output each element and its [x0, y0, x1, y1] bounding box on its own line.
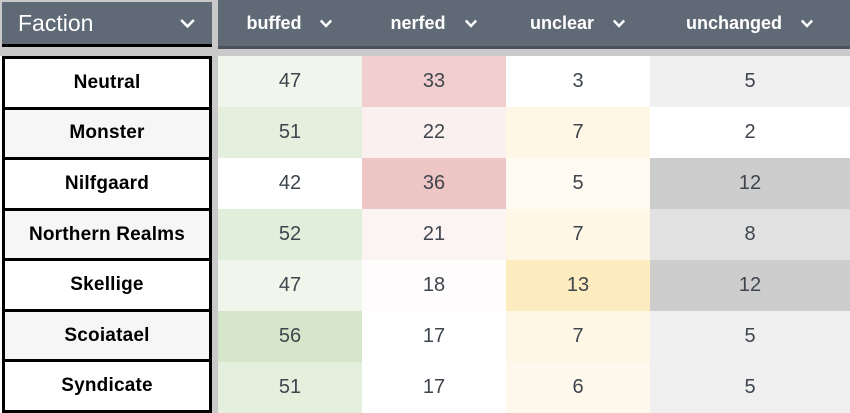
- chevron-down-icon[interactable]: [612, 19, 626, 28]
- chevron-down-icon[interactable]: [179, 18, 196, 29]
- faction-row-label: Scoiatael: [2, 308, 212, 360]
- chevron-down-icon[interactable]: [800, 19, 814, 28]
- table-cell: 5: [506, 158, 650, 209]
- table-cell: 7: [506, 311, 650, 362]
- table-cell: 12: [650, 260, 850, 311]
- faction-row-label: Northern Realms: [2, 207, 212, 259]
- table-cell: 8: [650, 209, 850, 260]
- faction-column: Neutral Monster Nilfgaard Northern Realms Sk…: [0, 56, 212, 413]
- column-header-label: buffed: [246, 12, 302, 33]
- faction-row-label: Skellige: [2, 258, 212, 309]
- table-cell: 5: [650, 56, 850, 107]
- data-header-wrap: buffed nerfed unclear: [218, 0, 850, 56]
- faction-header-wrap: Faction: [0, 0, 212, 56]
- chevron-down-icon[interactable]: [464, 19, 478, 28]
- body-gutter: [212, 56, 218, 413]
- table-cell: 18: [362, 260, 506, 311]
- table-cell: 42: [218, 158, 362, 209]
- table-cell: 5: [650, 311, 850, 362]
- column-header-label: nerfed: [390, 12, 446, 33]
- faction-header-label: Faction: [18, 9, 94, 36]
- data-grid: 47 33 3 5 51 22 7 2 42 36 5 12 52 21 7 8 47 18 13 12 56 17 7 5 5…: [218, 56, 850, 413]
- column-header-buffed[interactable]: buffed: [218, 0, 362, 46]
- table-cell: 6: [506, 362, 650, 413]
- faction-row-label: Nilfgaard: [2, 157, 212, 208]
- table-cell: 12: [650, 158, 850, 209]
- faction-row-label: Syndicate: [2, 359, 212, 413]
- table-cell: 51: [218, 362, 362, 413]
- header-gutter: [212, 0, 218, 56]
- table-header: Faction buffed nerfed: [0, 0, 850, 56]
- column-header-label: unchanged: [685, 12, 782, 33]
- table-cell: 21: [362, 209, 506, 260]
- faction-row-label: Neutral: [2, 56, 212, 107]
- data-header-bar: buffed nerfed unclear: [218, 0, 850, 49]
- table-cell: 17: [362, 311, 506, 362]
- table-cell: 7: [506, 209, 650, 260]
- table-cell: 2: [650, 107, 850, 158]
- chevron-down-icon[interactable]: [319, 19, 333, 28]
- table-cell: 17: [362, 362, 506, 413]
- table-cell: 22: [362, 107, 506, 158]
- column-header-unchanged[interactable]: unchanged: [650, 0, 850, 46]
- table-body: Neutral Monster Nilfgaard Northern Realms Sk…: [0, 56, 850, 413]
- column-header-label: unclear: [529, 12, 595, 33]
- table-cell: 52: [218, 209, 362, 260]
- table-cell: 47: [218, 260, 362, 311]
- table-cell: 13: [506, 260, 650, 311]
- table-cell: 7: [506, 107, 650, 158]
- faction-row-label: Monster: [2, 106, 212, 158]
- table-cell: 3: [506, 56, 650, 107]
- table-cell: 33: [362, 56, 506, 107]
- column-header-unclear[interactable]: unclear: [506, 0, 650, 46]
- table-cell: 47: [218, 56, 362, 107]
- faction-column-header[interactable]: Faction: [2, 2, 212, 47]
- table-cell: 51: [218, 107, 362, 158]
- table-cell: 56: [218, 311, 362, 362]
- column-header-nerfed[interactable]: nerfed: [362, 0, 506, 46]
- table-cell: 36: [362, 158, 506, 209]
- table-cell: 5: [650, 362, 850, 413]
